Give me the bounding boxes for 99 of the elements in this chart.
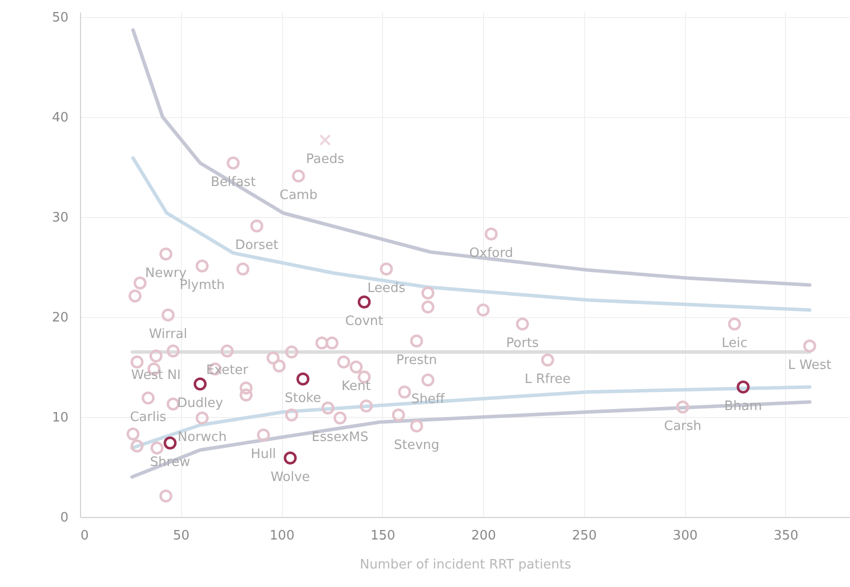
annotation: Covnt: [345, 314, 384, 329]
y-tick-label: 20: [52, 310, 68, 326]
point: [236, 262, 250, 276]
point: [130, 356, 144, 368]
x-tick-label: 200: [471, 528, 496, 544]
point: [126, 428, 140, 440]
point: [398, 386, 412, 398]
annotation: Stevng: [394, 438, 440, 453]
point: [142, 392, 155, 404]
x-tick-label: 250: [572, 528, 597, 544]
point: [256, 428, 270, 442]
annotation: Stoke: [284, 391, 322, 406]
point: [240, 382, 253, 394]
point: [337, 356, 350, 368]
point: [484, 228, 498, 240]
point: [392, 408, 405, 422]
x-axis-title: Number of incident RRT patients: [360, 558, 572, 572]
point: [421, 374, 434, 386]
point: [325, 336, 338, 350]
y-tick-label: 10: [52, 410, 68, 426]
point: [196, 412, 209, 424]
x-tick-label: 300: [672, 528, 698, 544]
annotation: Leic: [722, 336, 748, 351]
point: [410, 334, 424, 348]
point: [421, 300, 434, 314]
y-tick-label: 0: [60, 510, 68, 526]
annotation: Prestn: [396, 353, 438, 368]
point: [736, 380, 750, 394]
annotation: Paeds: [306, 152, 344, 167]
point: [803, 340, 816, 352]
point: [285, 408, 298, 422]
point: [516, 318, 529, 330]
annotation: Kent: [342, 379, 371, 394]
annotation: Newry: [145, 266, 187, 281]
point: [240, 388, 253, 402]
annotation: West NI: [131, 368, 181, 383]
x-tick-label: 150: [370, 528, 396, 544]
x-tick-label: 50: [173, 528, 190, 544]
point: [196, 260, 209, 272]
annotation: L Rfree: [524, 372, 571, 387]
point: [476, 304, 490, 316]
annotation: Camb: [280, 188, 318, 203]
point: [159, 490, 172, 502]
point: [284, 452, 297, 464]
point: [421, 286, 434, 300]
annotation: Hull: [250, 447, 276, 462]
annotation: EssexMS: [312, 430, 368, 445]
x-tick-label: 100: [270, 528, 294, 544]
point: [220, 344, 234, 358]
annotation: Oxford: [469, 246, 514, 261]
point: [226, 156, 240, 170]
point: [166, 344, 180, 358]
point: [162, 308, 175, 322]
annotation: Shrew: [150, 455, 191, 470]
annotation: Dudley: [177, 396, 224, 411]
y-tick-label: 40: [52, 110, 68, 126]
point: [321, 402, 334, 414]
point: [150, 442, 164, 454]
point: [285, 346, 298, 358]
y-tick-label: 50: [52, 10, 68, 26]
point: [134, 276, 147, 290]
annotation: Wirral: [148, 327, 188, 342]
annotation: L West: [788, 358, 832, 373]
y-tick-label: 30: [52, 210, 68, 226]
point: [350, 360, 363, 374]
point: [360, 400, 373, 412]
point: [250, 220, 264, 232]
x-tick-label: 0: [80, 528, 89, 544]
point: [266, 352, 280, 364]
annotation: Sheff: [411, 392, 446, 407]
point: [410, 420, 424, 432]
annotation: Norwch: [178, 430, 227, 445]
point: [128, 290, 142, 302]
point: [380, 262, 393, 276]
annotation: Belfast: [210, 175, 256, 190]
annotation: Carsh: [664, 419, 702, 434]
point: [272, 360, 286, 372]
annotation: Bham: [724, 399, 762, 414]
x-tick-label: 350: [774, 528, 798, 544]
point: [315, 336, 328, 350]
point: [292, 170, 305, 182]
annotation: Carlis: [130, 410, 167, 425]
annotation: Wolve: [270, 470, 310, 485]
point: [358, 296, 371, 308]
point: [159, 248, 172, 260]
point: [728, 318, 741, 330]
point: [334, 412, 347, 424]
point: [319, 134, 331, 146]
annotation: Leeds: [367, 281, 406, 296]
point: [296, 372, 310, 386]
annotation: Ports: [506, 336, 539, 351]
point: [164, 436, 177, 450]
annotation: Dorset: [235, 238, 278, 253]
point: [676, 400, 690, 414]
point: [130, 440, 144, 452]
annotation: Plymth: [180, 278, 225, 293]
point: [194, 378, 207, 390]
point: [541, 354, 554, 366]
point: [150, 350, 162, 362]
